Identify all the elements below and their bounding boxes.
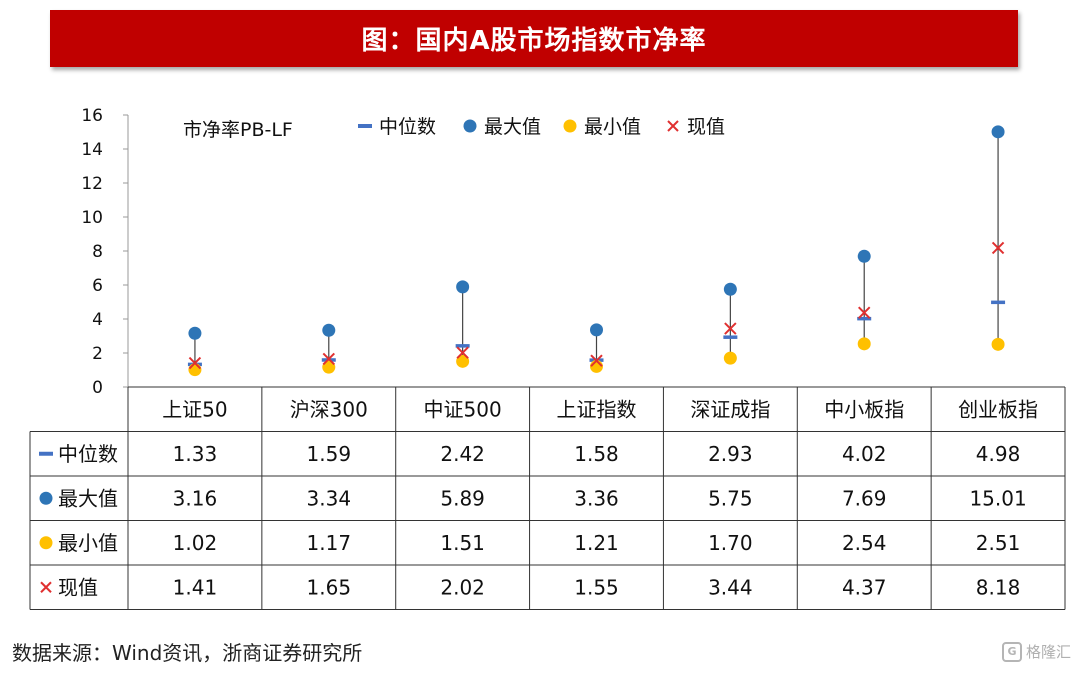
table-cell: 1.65 xyxy=(307,575,352,599)
current-point xyxy=(724,322,737,335)
max-point xyxy=(456,280,470,294)
source-note: 数据来源：Wind资讯，浙商证券研究所 xyxy=(12,641,363,665)
min-point xyxy=(188,363,202,377)
table-cell: 5.75 xyxy=(708,486,753,510)
category-label: 上证50 xyxy=(162,397,227,421)
chart-title: 图：国内A股市场指数市净率 xyxy=(361,26,707,56)
table-cell: 3.16 xyxy=(173,486,218,510)
title-banner: 图：国内A股市场指数市净率 xyxy=(50,10,1018,67)
blue-circle-marker-icon xyxy=(463,119,477,133)
current-point xyxy=(456,346,469,359)
gelonghui-logo-icon: G xyxy=(1002,641,1022,662)
current-point xyxy=(188,356,202,370)
category-label: 中证500 xyxy=(424,397,502,421)
current-point xyxy=(858,306,871,319)
y-tick-label: 0 xyxy=(92,378,103,398)
y-tick-label: 10 xyxy=(81,208,103,228)
category-label: 深证成指 xyxy=(690,397,770,421)
current-point xyxy=(590,354,603,367)
y-tick-label: 12 xyxy=(81,174,103,194)
table-cell: 7.69 xyxy=(842,486,887,510)
table-cell: 1.55 xyxy=(574,575,619,599)
table-cell: 1.51 xyxy=(440,531,485,555)
min-point xyxy=(322,360,336,374)
table-cell: 2.93 xyxy=(708,442,753,466)
watermark-text: 格隆汇 xyxy=(1026,643,1072,661)
max-point xyxy=(590,323,603,337)
y-tick-label: 4 xyxy=(92,310,103,330)
category-label: 沪深300 xyxy=(290,397,368,421)
max-point xyxy=(322,323,336,337)
y-tick-label: 14 xyxy=(81,140,103,160)
table-cell: 1.21 xyxy=(574,531,619,555)
legend-label-max: 最大值 xyxy=(484,116,541,138)
chart-inner-label: 市净率PB-LF xyxy=(183,119,293,141)
min-point xyxy=(456,354,470,368)
red-x-marker-icon xyxy=(40,581,52,593)
current-point xyxy=(991,241,1005,255)
table-cell: 4.37 xyxy=(842,575,887,599)
max-point xyxy=(188,326,202,340)
blue-circle-marker-icon xyxy=(39,491,53,505)
y-tick-label: 2 xyxy=(92,344,103,364)
table-cell: 8.18 xyxy=(976,575,1021,599)
category-label: 创业板指 xyxy=(958,397,1038,421)
table-cell: 3.44 xyxy=(708,575,753,599)
min-point xyxy=(723,351,737,365)
current-point xyxy=(322,352,335,366)
table-cell: 1.02 xyxy=(173,531,218,555)
table-cell: 2.02 xyxy=(440,575,485,599)
table-cell: 1.59 xyxy=(307,442,352,466)
table-cell: 1.17 xyxy=(307,531,352,555)
category-label: 中小板指 xyxy=(824,397,904,421)
max-point xyxy=(857,249,871,263)
table-cell: 1.33 xyxy=(173,442,218,466)
y-tick-label: 6 xyxy=(92,276,103,296)
table-cell: 4.98 xyxy=(976,442,1021,466)
min-point xyxy=(857,337,871,351)
table-cell: 3.36 xyxy=(574,486,619,510)
table-cell: 2.42 xyxy=(440,442,485,466)
legend-label-current: 现值 xyxy=(687,116,725,138)
table-cell: 1.70 xyxy=(708,531,753,555)
table-cell: 4.02 xyxy=(842,442,887,466)
table-cell: 2.54 xyxy=(842,531,887,555)
table-cell: 1.41 xyxy=(173,575,218,599)
table-row-label: 现值 xyxy=(58,575,98,599)
table-row-label: 中位数 xyxy=(58,442,118,466)
table-cell: 3.34 xyxy=(307,486,352,510)
red-x-marker-icon xyxy=(667,120,679,132)
table-row-label: 最大值 xyxy=(58,486,118,510)
legend-label-min: 最小值 xyxy=(584,116,641,138)
table-row-label: 最小值 xyxy=(58,531,118,555)
min-point xyxy=(991,337,1005,351)
table-cell: 2.51 xyxy=(976,531,1021,555)
max-point xyxy=(723,282,737,296)
legend-label-median: 中位数 xyxy=(379,116,436,138)
yellow-circle-marker-icon xyxy=(39,536,53,550)
max-point xyxy=(991,125,1005,139)
table-cell: 15.01 xyxy=(969,486,1026,510)
watermark: G 格隆汇 xyxy=(1002,641,1071,662)
table-cell: 1.58 xyxy=(574,442,619,466)
y-tick-label: 8 xyxy=(92,242,103,262)
category-label: 上证指数 xyxy=(557,397,637,421)
yellow-circle-marker-icon xyxy=(563,119,577,133)
y-tick-label: 16 xyxy=(81,106,103,126)
table-cell: 5.89 xyxy=(440,486,485,510)
